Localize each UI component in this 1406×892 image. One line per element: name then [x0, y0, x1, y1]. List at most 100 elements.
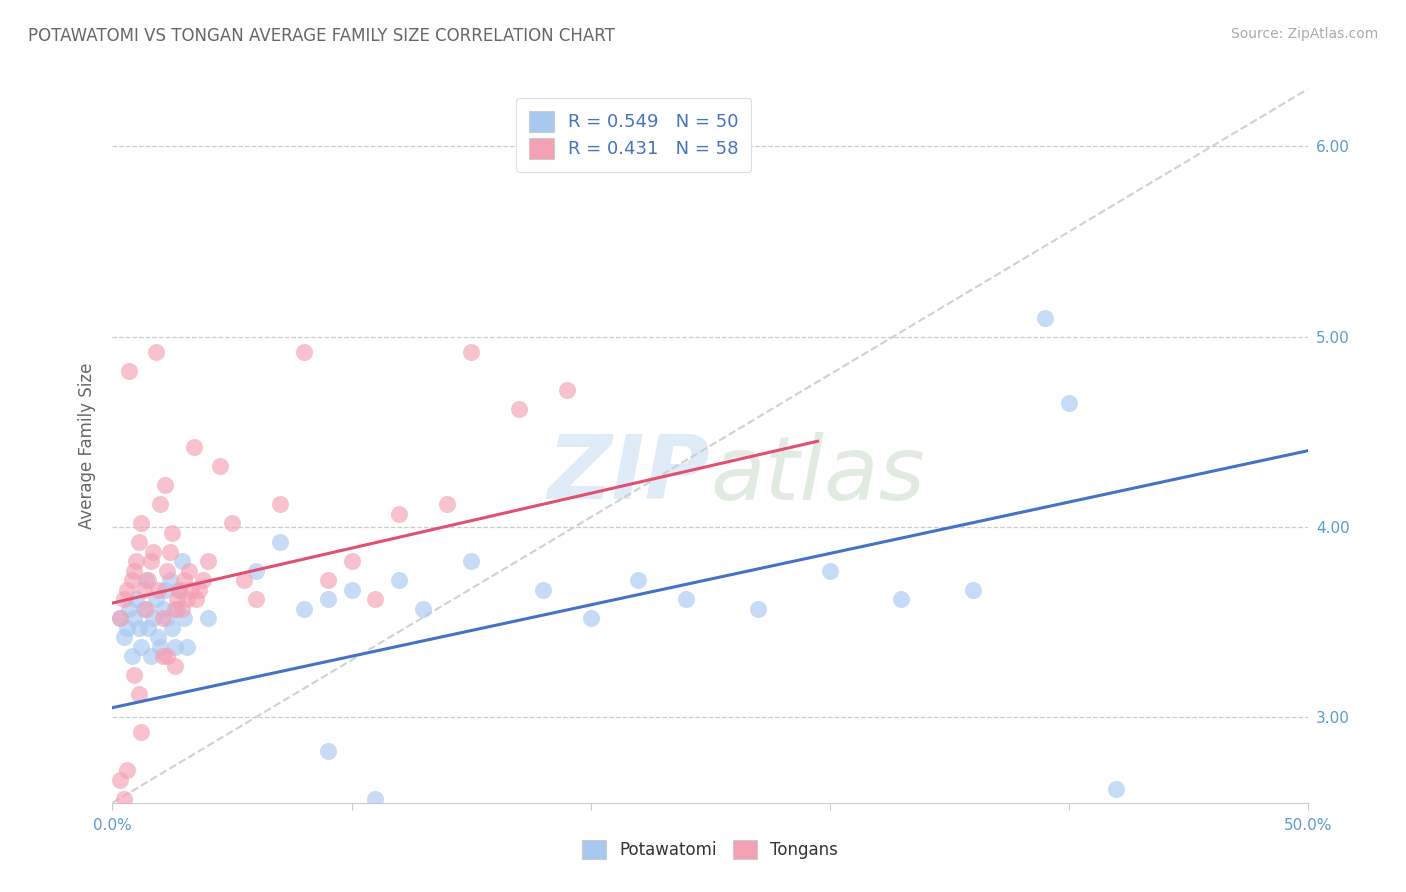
- Point: [508, 401, 530, 416]
- Point: [128, 621, 150, 635]
- Point: [579, 611, 602, 625]
- Point: [152, 601, 174, 615]
- Point: [122, 611, 145, 625]
- Point: [152, 611, 174, 625]
- Point: [125, 592, 148, 607]
- Point: [138, 573, 160, 587]
- Point: [364, 592, 387, 607]
- Point: [135, 573, 157, 587]
- Point: [129, 516, 152, 530]
- Point: [156, 611, 179, 625]
- Point: [125, 554, 148, 568]
- Point: [142, 611, 165, 625]
- Point: [163, 658, 186, 673]
- Point: [962, 582, 984, 597]
- Point: [139, 649, 162, 664]
- Point: [153, 478, 176, 492]
- Point: [152, 649, 174, 664]
- Point: [176, 640, 198, 654]
- Point: [138, 621, 160, 635]
- Point: [108, 611, 131, 625]
- Text: ZIP: ZIP: [547, 431, 710, 518]
- Point: [114, 630, 135, 644]
- Point: [145, 344, 167, 359]
- Point: [388, 507, 411, 521]
- Point: [166, 592, 188, 607]
- Point: [118, 364, 141, 378]
- Point: [169, 582, 191, 597]
- Point: [675, 592, 697, 607]
- Point: [146, 582, 169, 597]
- Point: [159, 544, 181, 558]
- Point: [747, 601, 769, 615]
- Point: [208, 458, 231, 473]
- Point: [316, 592, 339, 607]
- Point: [108, 772, 131, 787]
- Point: [890, 592, 912, 607]
- Point: [1057, 396, 1080, 410]
- Point: [388, 573, 411, 587]
- Point: [115, 582, 138, 597]
- Point: [1033, 310, 1056, 325]
- Point: [128, 687, 150, 701]
- Point: [122, 668, 145, 682]
- Point: [173, 573, 195, 587]
- Point: [187, 582, 209, 597]
- Point: [170, 554, 193, 568]
- Point: [149, 497, 172, 511]
- Point: [197, 611, 219, 625]
- Text: Source: ZipAtlas.com: Source: ZipAtlas.com: [1230, 27, 1378, 41]
- Point: [149, 640, 172, 654]
- Point: [221, 516, 243, 530]
- Point: [412, 601, 434, 615]
- Point: [340, 582, 363, 597]
- Point: [162, 525, 183, 540]
- Point: [156, 649, 179, 664]
- Point: [142, 544, 165, 558]
- Point: [121, 573, 143, 587]
- Point: [162, 621, 183, 635]
- Point: [193, 573, 215, 587]
- Point: [132, 601, 155, 615]
- Point: [340, 554, 363, 568]
- Point: [121, 649, 143, 664]
- Point: [118, 601, 141, 615]
- Point: [132, 582, 155, 597]
- Point: [555, 383, 578, 397]
- Point: [627, 573, 650, 587]
- Point: [163, 601, 186, 615]
- Point: [245, 564, 267, 578]
- Text: POTAWATOMI VS TONGAN AVERAGE FAMILY SIZE CORRELATION CHART: POTAWATOMI VS TONGAN AVERAGE FAMILY SIZE…: [28, 27, 614, 45]
- Point: [156, 564, 179, 578]
- Point: [436, 497, 458, 511]
- Point: [176, 592, 198, 607]
- Point: [460, 554, 482, 568]
- Point: [145, 592, 167, 607]
- Y-axis label: Average Family Size: Average Family Size: [77, 363, 96, 529]
- Point: [114, 792, 135, 806]
- Point: [146, 630, 169, 644]
- Point: [186, 592, 208, 607]
- Point: [197, 554, 219, 568]
- Point: [177, 564, 200, 578]
- Point: [364, 792, 387, 806]
- Point: [269, 535, 291, 549]
- Point: [170, 601, 193, 615]
- Point: [159, 573, 181, 587]
- Point: [128, 535, 150, 549]
- Legend: Potawatomi, Tongans: Potawatomi, Tongans: [575, 833, 845, 866]
- Point: [316, 573, 339, 587]
- Point: [531, 582, 554, 597]
- Point: [108, 611, 131, 625]
- Point: [115, 621, 138, 635]
- Text: atlas: atlas: [710, 432, 925, 517]
- Point: [135, 601, 157, 615]
- Point: [269, 497, 291, 511]
- Point: [316, 744, 339, 758]
- Point: [163, 640, 186, 654]
- Point: [115, 764, 138, 778]
- Point: [292, 344, 315, 359]
- Point: [129, 640, 152, 654]
- Point: [129, 725, 152, 739]
- Point: [245, 592, 267, 607]
